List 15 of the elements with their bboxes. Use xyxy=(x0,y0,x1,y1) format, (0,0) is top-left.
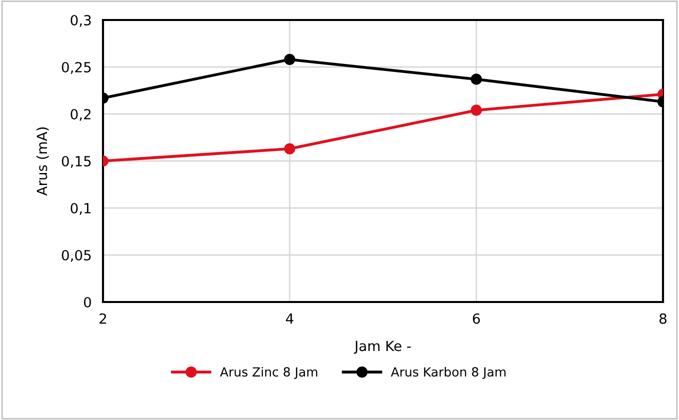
y-tick-label: 0,25 xyxy=(62,62,91,74)
x-tick-label: 8 xyxy=(660,313,666,324)
legend-label: Arus Karbon 8 Jam xyxy=(390,366,506,379)
y-tick-label: 0,1 xyxy=(70,202,91,215)
y-tick-label: 0,15 xyxy=(62,156,91,168)
y-tick-label: 0 xyxy=(84,296,91,308)
x-tick-label: 6 xyxy=(472,313,480,324)
legend-label: Arus Zinc 8 Jam xyxy=(220,366,318,379)
y-tick-label: 0,05 xyxy=(62,250,91,262)
x-tick-label: 4 xyxy=(286,314,294,324)
y-tick-label: 0,2 xyxy=(70,108,90,121)
y-tick-label: 0,3 xyxy=(70,14,91,27)
x-tick-label: 2 xyxy=(100,313,106,324)
y-axis-title: Arus (mA) xyxy=(36,127,49,196)
x-axis-title: Jam Ke - xyxy=(354,340,411,354)
